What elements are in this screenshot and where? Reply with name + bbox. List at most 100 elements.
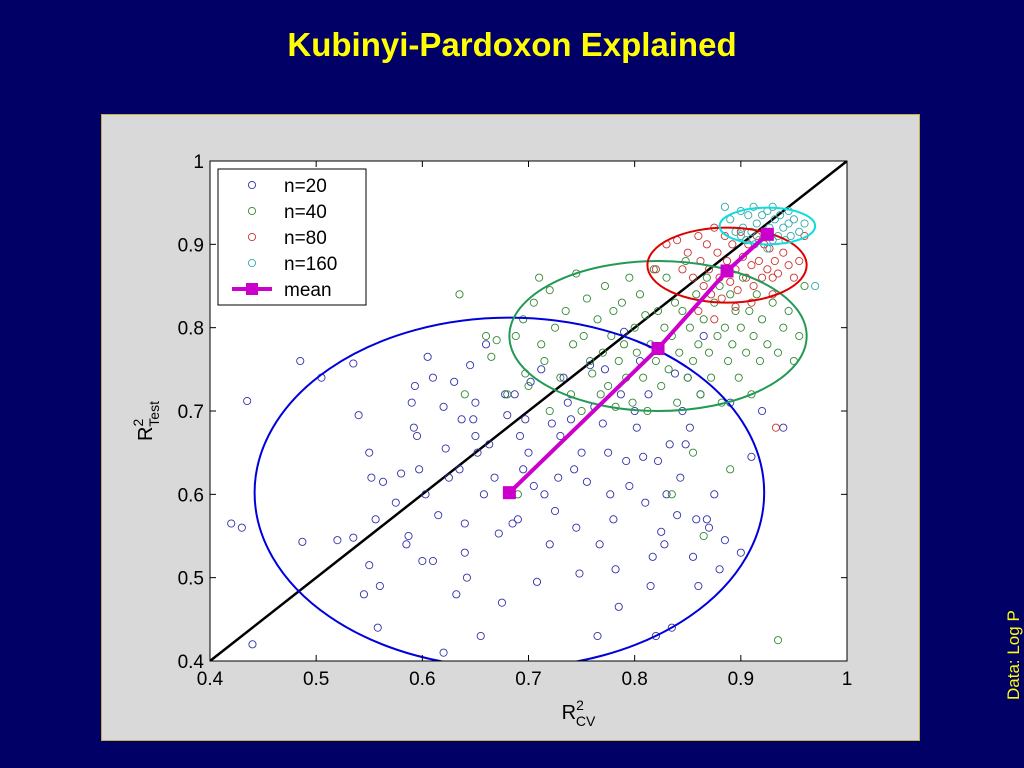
- point-n=40-44: [635, 290, 645, 299]
- point-n=80-28: [758, 273, 767, 282]
- point-n=40-81: [734, 373, 743, 382]
- point-n=80-24: [747, 261, 756, 270]
- y-tick-label-0: 0.4: [178, 652, 205, 673]
- point-n=40-30: [598, 348, 607, 357]
- y-axis-label-group: R2Test: [130, 401, 162, 441]
- point-n=40-67: [696, 390, 705, 399]
- point-n=20-81: [577, 448, 586, 457]
- point-n=20-10: [354, 411, 363, 420]
- point-n=20-26: [415, 465, 424, 474]
- point-n=80-7: [702, 240, 711, 249]
- point-n=40-46: [641, 311, 650, 320]
- point-n=40-19: [561, 306, 570, 316]
- point-n=20-49: [476, 631, 485, 641]
- point-n=40-73: [713, 331, 722, 341]
- point-n=20-69: [540, 490, 549, 499]
- mean-marker-2: [720, 264, 734, 278]
- point-n=20-1: [237, 523, 246, 532]
- point-n=20-76: [563, 398, 572, 407]
- point-n=40-80: [731, 306, 740, 316]
- point-n=20-94: [616, 390, 625, 399]
- point-n=160-7: [749, 202, 758, 211]
- point-n=40-62: [683, 373, 692, 382]
- x-tick-label-5: 0.9: [728, 669, 754, 690]
- legend-label-n=160: n=160: [284, 254, 337, 275]
- confidence-ellipse-3: [718, 206, 817, 246]
- point-n=20-58: [508, 519, 517, 528]
- scatter-chart: 0.4 0.5 0.6 0.7 0.8 0.9 1 0.4 0.5 0.6 0.7 0.8 0.9 1 R2…: [130, 152, 852, 729]
- point-n=20-4: [296, 356, 305, 366]
- point-n=40-98: [800, 281, 809, 291]
- slide-title: Kubinyi-Pardoxon Explained: [287, 26, 737, 63]
- point-n=20-47: [471, 398, 480, 407]
- point-n=20-70: [545, 540, 554, 549]
- point-n=20-78: [570, 465, 579, 474]
- x-tick-label-3: 0.7: [515, 669, 541, 690]
- y-tick-label-2: 0.6: [178, 485, 204, 506]
- point-n=80-11: [713, 248, 722, 257]
- point-n=20-56: [501, 390, 510, 399]
- point-n=20-32: [434, 511, 443, 520]
- point-n=40-37: [617, 298, 626, 307]
- point-n=40-97: [795, 331, 804, 341]
- point-n=20-85: [593, 631, 602, 641]
- point-n=20-120: [689, 552, 698, 561]
- point-n=20-92: [611, 565, 620, 574]
- point-n=40-79: [728, 340, 737, 349]
- point-n=20-35: [441, 444, 450, 453]
- point-n=40-26: [586, 356, 595, 366]
- point-n=20-28: [421, 490, 430, 499]
- point-n=20-110: [662, 490, 671, 499]
- point-n=160-8: [752, 219, 761, 228]
- legend-label-n=40: n=40: [284, 202, 327, 223]
- point-n=40-89: [755, 356, 764, 366]
- point-n=20-53: [490, 473, 499, 482]
- point-n=160-0: [726, 215, 735, 224]
- point-n=40-36: [614, 356, 623, 366]
- point-n=20-65: [526, 377, 535, 386]
- point-n=40-41: [628, 398, 637, 407]
- point-n=40-20: [566, 390, 576, 399]
- point-n=40-66: [694, 340, 703, 349]
- point-n=40-78: [726, 290, 735, 299]
- point-n=160-10: [758, 211, 767, 220]
- point-n=20-22: [404, 531, 413, 541]
- point-n=20-90: [606, 490, 615, 499]
- point-n=20-126: [704, 523, 714, 532]
- point-n=20-51: [481, 340, 491, 349]
- point-n=40-94: [779, 323, 788, 332]
- point-n=80-1: [678, 265, 687, 274]
- point-n=20-62: [519, 465, 528, 474]
- y-tick-label-1: 0.5: [178, 569, 204, 590]
- point-n=80-17: [728, 240, 737, 249]
- point-n=20-27: [418, 556, 427, 566]
- point-n=80-16: [726, 277, 735, 286]
- point-n=40-103: [689, 448, 698, 457]
- point-n=80-44: [651, 265, 660, 274]
- point-n=40-31: [600, 281, 609, 291]
- point-n=160-30: [720, 202, 729, 211]
- point-n=20-83: [586, 361, 595, 370]
- point-n=40-87: [749, 331, 758, 341]
- y-axis-label: R2Test: [130, 401, 162, 441]
- point-n=20-50: [479, 490, 488, 499]
- point-n=20-112: [667, 623, 676, 632]
- point-n=40-12: [535, 273, 544, 282]
- point-n=20-135: [410, 381, 419, 391]
- point-n=20-109: [660, 540, 669, 549]
- point-n=20-5: [298, 537, 307, 546]
- point-n=80-33: [770, 256, 779, 266]
- point-n=40-24: [579, 331, 588, 341]
- point-n=20-86: [595, 540, 604, 549]
- point-n=40-34: [609, 306, 618, 316]
- series-n=40: [455, 256, 809, 645]
- mean-line: [507, 232, 769, 495]
- legend-label-n=20: n=20: [284, 176, 327, 197]
- point-n=40-55: [664, 365, 673, 374]
- point-n=40-101: [699, 531, 708, 541]
- point-n=40-0: [455, 290, 464, 299]
- point-n=160-31: [811, 281, 820, 291]
- point-n=80-26: [752, 231, 761, 241]
- point-n=40-8: [519, 315, 528, 324]
- x-tick-label-4: 0.8: [621, 669, 647, 690]
